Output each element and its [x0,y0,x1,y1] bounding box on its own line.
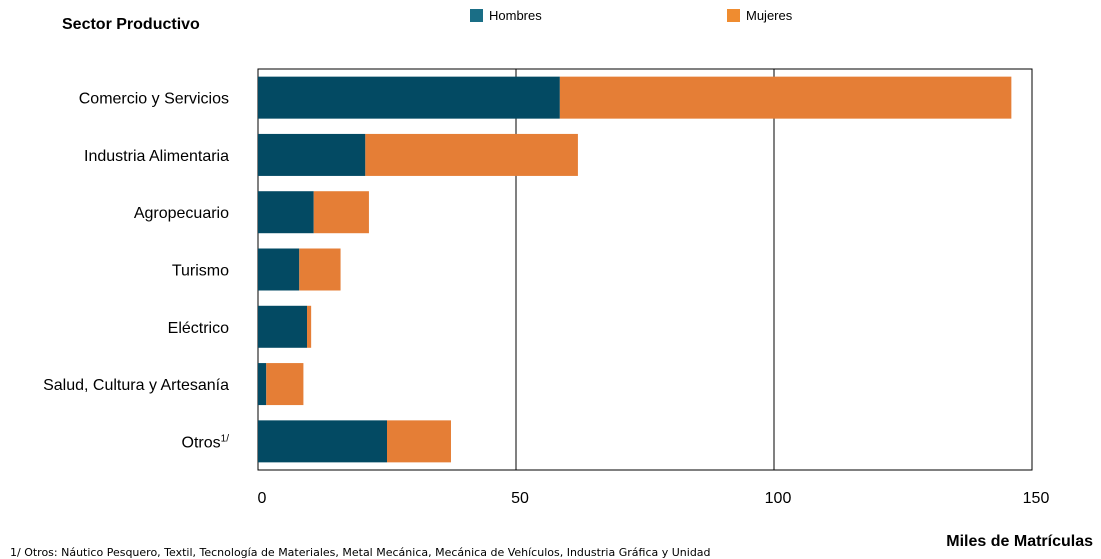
y-axis-title: Sector Productivo [62,16,200,33]
category-label-text: Comercio y Servicios [79,91,229,108]
footnote: 1/ Otros: Náutico Pesquero, Textil, Tecn… [10,546,711,559]
x-tick-label: 150 [1023,490,1050,507]
category-label-text: Industria Alimentaria [84,148,229,165]
category-label: Industria Alimentaria [84,148,229,165]
category-label-text: Otros [182,434,221,451]
x-tick-label: 50 [511,490,529,507]
bar-hombres [258,248,300,291]
bar-hombres [258,76,560,119]
category-superscript: 1/ [221,433,230,444]
bar-mujeres [387,420,451,463]
category-label-text: Agropecuario [134,205,229,222]
legend-item-hombres: Hombres [470,8,542,23]
plot-frame [257,68,1033,471]
bar-mujeres [307,305,312,348]
category-label: Comercio y Servicios [79,91,229,108]
legend-item-mujeres: Mujeres [727,8,792,23]
bar-mujeres [559,76,1012,119]
bar-hombres [258,133,366,176]
category-label: Otros1/ [182,433,230,451]
bar-hombres [258,191,314,234]
legend-swatch-mujeres [727,9,740,22]
category-label: Salud, Cultura y Artesanía [43,377,229,394]
x-axis-title: Miles de Matrículas [946,533,1093,550]
x-tick-label: 100 [765,490,792,507]
bar-hombres [258,363,267,406]
bar-mujeres [365,133,578,176]
bar-mujeres [299,248,341,291]
category-label: Eléctrico [168,320,229,337]
legend-label-hombres: Hombres [489,8,542,23]
bar-hombres [258,420,387,463]
legend-swatch-hombres [470,9,483,22]
bar-mujeres [266,363,304,406]
bar-mujeres [313,191,369,234]
x-tick-label: 0 [258,490,267,507]
bar-hombres [258,305,308,348]
category-label: Agropecuario [134,205,229,222]
category-label: Turismo [172,263,229,280]
category-label-text: Eléctrico [168,320,229,337]
category-label-text: Salud, Cultura y Artesanía [43,377,229,394]
category-label-text: Turismo [172,263,229,280]
legend-label-mujeres: Mujeres [746,8,793,23]
